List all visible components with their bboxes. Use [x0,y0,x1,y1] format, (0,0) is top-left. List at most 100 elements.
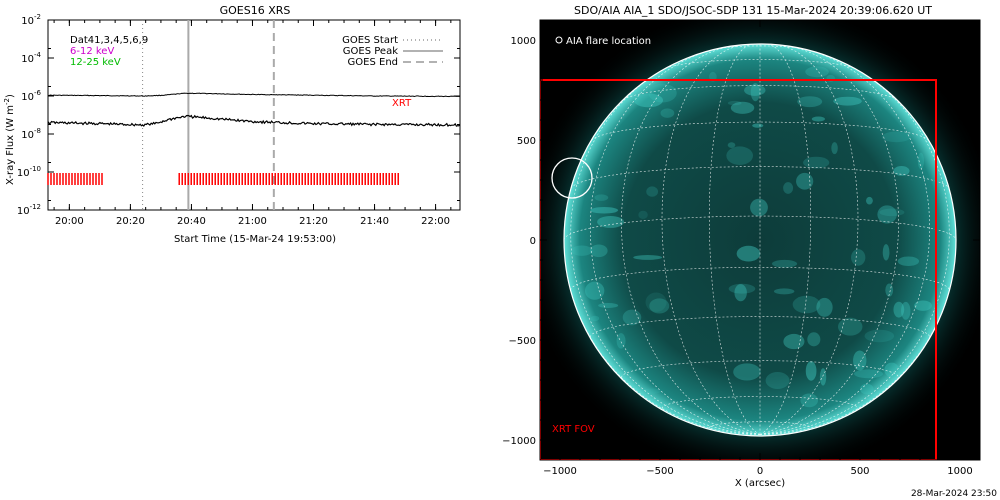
active-region [773,288,795,295]
goes-xlabel: Start Time (15-Mar-24 19:53:00) [174,234,336,245]
grid-parallel [570,166,950,189]
active-region [590,207,619,214]
goes-y-tick-label: 10-10 [17,165,41,179]
active-region [917,152,925,170]
grid-meridian [759,63,950,435]
grid-meridian [759,44,811,435]
goes-y-tick-label: 10-2 [21,13,41,27]
active-region [633,255,663,260]
active-region [796,172,814,190]
aia-x-tick-label: 500 [850,466,869,477]
heliographic-grid [564,44,956,435]
goes-series-line [47,92,460,98]
aia-x-tick-label: 0 [757,466,763,477]
goes-ylabel-close: ) [5,94,16,98]
goes-x-axis: 20:00 20:20 20:40 21:00 21:20 21:40 22:00 [53,20,452,227]
active-region [879,208,905,217]
active-region [833,96,862,106]
active-region [803,156,830,169]
active-region [750,82,760,102]
goes-ylabel-text: X-ray Flux (W m [5,105,16,185]
active-region [597,216,625,228]
footer-date: 28-Mar-2024 23:50 [911,489,997,499]
active-region [854,369,883,379]
active-region [851,249,866,266]
active-region [642,388,662,394]
goes-x-tick-label: 22:00 [421,216,450,227]
goes-y-tick-label: 10-6 [21,89,41,103]
active-region [811,116,825,122]
active-region [590,244,608,258]
aia-y-tick-label: 1000 [511,36,536,47]
goes-ylabel: X-ray Flux (W m-2) [3,94,16,185]
goes-x-tick-label: 21:00 [238,216,267,227]
goes-ylabel-exp: -2 [3,98,11,105]
goes-y-tick-label: 10-4 [21,51,41,65]
aia-xlabel: X (arcsec) [735,478,785,489]
active-region [864,329,895,343]
goes-x-tick-label: 21:20 [299,216,328,227]
goes-chart: GOES16 XRS 10-2 10-4 10-6 10-8 10-10 10-12 20… [3,4,461,245]
aia-image-panel: SDO/AIA AIA_1 SDO/JSOC-SDP 131 15-Mar-20… [502,4,997,499]
grid-meridian [709,44,761,435]
aia-image-content [540,20,980,460]
active-region [860,383,874,395]
active-region [598,303,619,308]
goes-x-tick-label: 21:40 [360,216,389,227]
active-region [594,194,609,201]
active-region [726,146,754,166]
active-region [765,371,790,390]
aia-y-tick-label: 500 [517,136,536,147]
grid-meridian [661,44,761,435]
active-region [727,100,742,106]
goes-plot-frame [47,19,461,211]
goes-legend-label: GOES End [348,57,398,68]
grid-parallel [590,121,930,141]
active-region [752,123,764,128]
active-region [616,333,626,349]
active-region [901,301,911,320]
active-region [744,84,766,96]
grid-meridian [589,48,761,435]
xrt-coverage-group [47,173,399,185]
aia-x-tick-label: 1000 [947,466,972,477]
legend-6-12-kev: 6-12 keV [70,46,114,57]
active-region [807,332,821,347]
active-region [728,283,756,294]
active-region [816,297,833,317]
active-region [884,362,900,378]
active-region [584,281,605,300]
sun-limb [563,43,957,437]
active-region [831,142,838,155]
flare-location-marker [551,157,593,199]
active-region [590,315,600,322]
active-region [865,196,873,205]
active-region [638,210,648,219]
active-region [783,333,805,350]
goes-y-axis: 10-2 10-4 10-6 10-8 10-10 10-12 [17,13,460,217]
active-region [727,142,736,148]
goes-series-group [47,92,461,128]
goes-legend-label: GOES Start [342,35,398,46]
active-region [805,361,817,381]
active-region [736,245,761,262]
active-region [819,368,827,386]
grid-meridian [570,63,761,435]
active-region [633,93,664,108]
active-region [783,182,794,194]
active-region [838,317,863,336]
grid-meridian [564,239,761,435]
active-region [893,166,910,176]
active-region [897,256,920,267]
goes-series-line [47,114,461,128]
active-region [648,83,677,103]
aia-title: SDO/AIA AIA_1 SDO/JSOC-SDP 131 15-Mar-20… [574,4,932,17]
active-region [914,300,932,311]
goes-y-tick-label: 10-12 [17,203,41,217]
active-region [877,205,897,224]
active-region [805,66,829,78]
sun-disk [564,44,956,436]
goes-x-tick-label: 20:20 [116,216,145,227]
active-region [733,363,761,381]
